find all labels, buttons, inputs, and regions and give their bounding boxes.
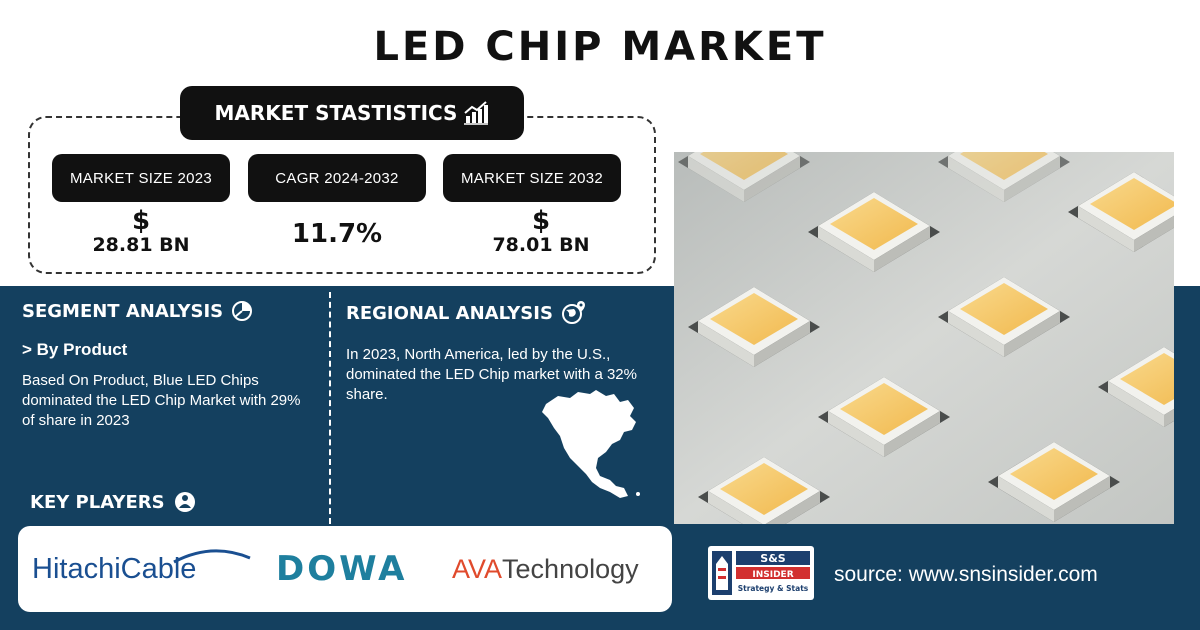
sns-logo-mid: INSIDER xyxy=(752,570,793,580)
globe-pin-icon xyxy=(561,301,585,324)
regional-analysis-heading: REGIONAL ANALYSIS xyxy=(346,300,587,326)
market-size-2023-value: $ 28.81 BN xyxy=(52,208,230,256)
market-size-2032-number: 78.01 BN xyxy=(492,234,590,256)
source-text: source: www.snsinsider.com xyxy=(834,563,1098,586)
cagr-value: 11.7% xyxy=(291,219,383,249)
page-title: LED CHIP MARKET xyxy=(373,24,827,70)
market-stats-heading-text: MARKET STASTISTICS xyxy=(214,101,458,125)
sns-insider-logo: S&S INSIDER Strategy & Stats xyxy=(708,546,814,600)
sns-logo-top: S&S xyxy=(760,552,786,565)
player-icon xyxy=(174,492,195,512)
market-size-2023-number: 28.81 BN xyxy=(92,234,190,256)
key-players-heading: KEY PLAYERS xyxy=(30,490,197,514)
key-players-logos: Hitachi Cable DOWA AVA Technology xyxy=(18,526,672,612)
ava-logo-text: AVA xyxy=(452,553,503,584)
led-chips-photo xyxy=(674,152,1174,524)
dollar-sign: $ xyxy=(131,206,151,236)
dollar-sign: $ xyxy=(531,206,551,236)
hitachi-logo-text: Hitachi xyxy=(32,552,121,585)
market-size-2032-value: $ 78.01 BN xyxy=(452,208,630,256)
north-america-map-icon xyxy=(542,390,640,498)
regional-analysis-text: In 2023, North America, led by the U.S.,… xyxy=(346,346,637,403)
market-stats-heading: MARKET STASTISTICS xyxy=(180,86,524,140)
market-size-2023-label: MARKET SIZE 2023 xyxy=(52,154,230,202)
growth-chart-icon xyxy=(464,101,489,125)
by-product-subheading: > By Product xyxy=(22,340,128,359)
segment-analysis-heading: SEGMENT ANALYSIS xyxy=(22,300,253,322)
technology-logo-text: Technology xyxy=(502,553,639,584)
hitachi-cable-logo: Hitachi Cable xyxy=(32,526,251,612)
key-players-title: KEY PLAYERS xyxy=(30,491,165,513)
pie-segment-icon xyxy=(232,301,253,321)
dowa-logo: DOWA xyxy=(276,549,408,589)
sns-logo-bottom: Strategy & Stats xyxy=(738,584,809,593)
ava-technology-logo: AVA Technology xyxy=(452,526,639,612)
segment-analysis-text: Based On Product, Blue LED Chips dominat… xyxy=(22,372,301,429)
cagr-label: CAGR 2024-2032 xyxy=(248,154,426,202)
cable-swoosh-icon xyxy=(173,549,251,564)
section-divider xyxy=(329,292,331,524)
market-size-2032-label: MARKET SIZE 2032 xyxy=(443,154,621,202)
regional-analysis-title: REGIONAL ANALYSIS xyxy=(346,302,553,324)
segment-analysis-title: SEGMENT ANALYSIS xyxy=(22,300,224,322)
